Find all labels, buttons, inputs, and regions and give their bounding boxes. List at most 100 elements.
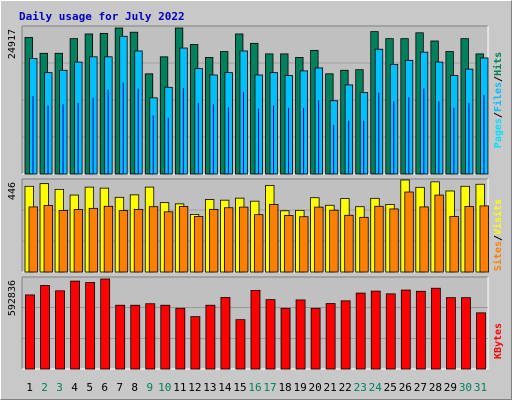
bar-sites [449,216,459,273]
x-tick-label: 7 [116,381,123,394]
bar-kbytes [340,300,351,370]
bar-kbytes [145,303,156,370]
x-tick-label: 25 [384,381,397,394]
y-axis-max-label-2: 446 [7,182,18,200]
bar-kbytes [25,294,35,370]
bar-sites [359,216,369,273]
x-tick-label: 14 [218,381,232,394]
legend-entry: / [493,235,504,241]
x-tick-label: 19 [293,381,306,394]
x-tick-label: 16 [248,381,261,394]
x-tick-label: 18 [278,381,291,394]
legend-entry: Pages [493,118,504,148]
bar-kbytes [70,280,80,370]
x-tick-label: 23 [354,381,367,394]
x-tick-label: 15 [233,381,246,394]
bar-sites [148,206,159,273]
legend-2: Sites/Visits [492,199,504,271]
x-tick-label: 6 [101,381,108,394]
bar-kbytes [385,293,396,370]
y-axis-max-label-3: 592836 [7,280,18,316]
legend-entry: Sites [492,241,504,271]
bar-sites [404,191,414,273]
bar-sites [163,211,174,273]
bar-sites [239,206,249,273]
bar-kbytes [205,304,216,370]
bar-sites [389,208,399,273]
x-tick-label: 31 [474,381,487,394]
bar-kbytes [115,304,126,370]
bar-sites [43,205,53,273]
x-tick-label: 2 [41,381,48,394]
legend-entry: Visits [492,199,504,235]
bar-sites [269,204,279,273]
x-tick-label: 10 [158,381,171,394]
bar-kbytes [190,316,201,370]
bar-kbytes [40,285,50,370]
bar-sites [344,214,354,273]
legend-entry: KBytes [493,323,504,359]
x-tick-label: 26 [399,381,412,394]
bar-sites [374,205,384,273]
bar-sites [193,216,204,273]
bar-kbytes [280,307,291,370]
bar-kbytes [325,303,336,370]
bar-kbytes [310,307,321,370]
bar-sites [314,206,324,273]
x-tick-label: 11 [173,381,186,394]
bar-sites [88,207,99,273]
legend-entry: / [493,76,504,82]
y-axis-max-label-1: 24917 [7,29,18,59]
bar-sites [118,210,129,273]
bar-sites [419,206,429,273]
x-tick-label: 9 [146,381,153,394]
x-tick-label: 13 [203,381,216,394]
bar-sites [284,215,294,273]
bar-sites [464,206,474,273]
x-tick-label: 17 [263,381,276,394]
bar-kbytes [235,319,246,370]
x-tick-label: 30 [459,381,472,394]
chart-title: Daily usage for July 2022 [19,10,185,23]
x-tick-label: 29 [444,381,457,394]
bar-sites [299,216,309,273]
bar-sites [133,208,144,273]
bar-kbytes [85,282,96,370]
bar-kbytes [130,304,141,370]
bar-sites [434,194,444,273]
bar-kbytes [55,290,65,370]
bar-sites [178,206,189,273]
bar-kbytes [476,312,486,370]
x-tick-label: 28 [429,381,442,394]
bar-kbytes [160,304,171,370]
bar-sites [329,209,339,273]
x-tick-label: 20 [309,381,322,394]
bar-kbytes [265,299,276,370]
bar-sites [73,209,83,273]
x-tick-label: 8 [131,381,138,394]
bar-kbytes [100,278,111,370]
legend-entry: / [493,112,504,118]
bar-kbytes [355,292,366,370]
bar-sites [58,209,68,273]
bar-kbytes [415,290,426,370]
bar-sites [208,208,219,273]
bar-kbytes [250,289,261,370]
bar-kbytes [430,287,441,370]
bar-kbytes [220,297,231,370]
x-tick-label: 3 [56,381,63,394]
bar-kbytes [295,299,306,370]
x-tick-label: 4 [71,381,78,394]
bar-kbytes [400,289,411,370]
legend-entry: Files [492,82,504,112]
x-tick-label: 24 [369,381,383,394]
bar-sites [103,205,114,273]
legend-1: Pages/Files/Hits [492,52,504,148]
bar-sites [479,205,489,273]
bar-sites [224,207,234,273]
bar-kbytes [175,307,186,370]
x-tick-label: 1 [26,381,33,394]
x-tick-label: 27 [414,381,427,394]
